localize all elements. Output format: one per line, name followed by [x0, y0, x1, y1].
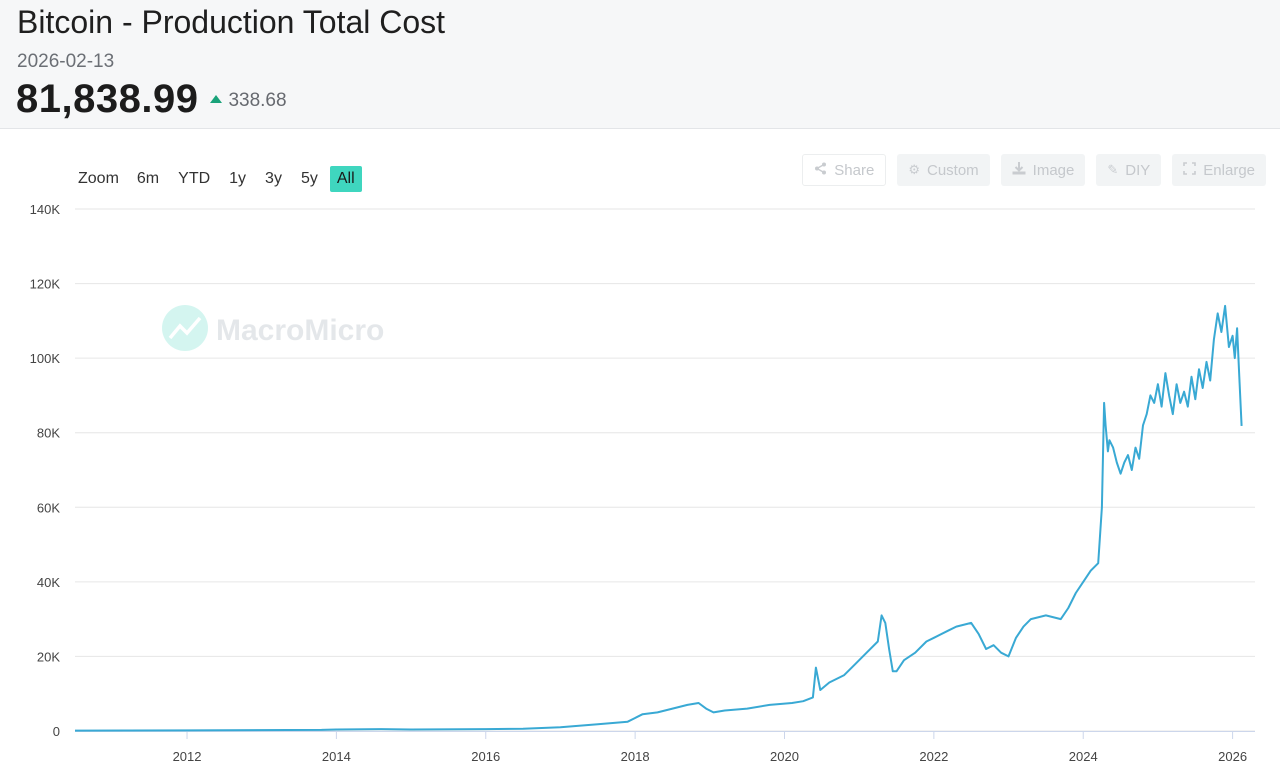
toolbar: Share ⚙ Custom Image ✎ DIY Enlarge [791, 154, 1266, 186]
image-button[interactable]: Image [1000, 154, 1086, 186]
x-tick-label: 2018 [621, 749, 650, 764]
y-axis: 0 20K 40K 60K 80K 100K 120K 140K [30, 202, 61, 739]
y-tick-label: 120K [30, 277, 61, 292]
x-tick-label: 2014 [322, 749, 351, 764]
header: Bitcoin - Production Total Cost 2026-02-… [0, 0, 1280, 129]
grid [75, 208, 1255, 732]
diy-button[interactable]: ✎ DIY [1096, 154, 1162, 186]
y-tick-label: 60K [37, 500, 60, 515]
y-tick-label: 140K [30, 202, 61, 217]
x-tick-label: 2012 [173, 749, 202, 764]
image-label: Image [1032, 161, 1075, 179]
zoom-1y-button[interactable]: 1y [229, 170, 247, 187]
gear-icon: ⚙ [908, 162, 920, 177]
enlarge-label: Enlarge [1203, 161, 1255, 179]
custom-label: Custom [926, 161, 979, 179]
y-tick-label: 0 [53, 724, 60, 739]
diy-label: DIY [1125, 161, 1151, 179]
series-line [74, 304, 1243, 732]
current-value: 81,838.99 [16, 76, 199, 121]
x-axis: 2012 2014 2016 2018 2020 2022 2024 2026 [75, 731, 1255, 764]
zoom-bar: Zoom 6m YTD 1y 3y 5y All [72, 166, 362, 192]
macromicro-logo-icon [162, 305, 208, 351]
page-title: Bitcoin - Production Total Cost [17, 4, 446, 40]
y-tick-label: 100K [30, 351, 61, 366]
logo-mark [168, 316, 202, 340]
share-label: Share [834, 161, 875, 179]
x-tick-label: 2024 [1069, 749, 1098, 764]
change-value: 338.68 [228, 90, 287, 111]
series-group [74, 304, 1243, 732]
value-row: 81,838.99 338.68 [16, 76, 287, 122]
y-tick-label: 40K [37, 575, 60, 590]
zoom-5y-button[interactable]: 5y [300, 170, 318, 187]
date-label: 2026-02-13 [17, 51, 115, 72]
zoom-all-button[interactable]: All [329, 166, 362, 192]
triangle-up-icon [210, 95, 223, 103]
download-icon [1012, 162, 1026, 178]
x-tick-label: 2022 [919, 749, 948, 764]
enlarge-icon [1183, 162, 1197, 178]
pencil-icon: ✎ [1107, 162, 1119, 177]
x-tick-label: 2016 [471, 749, 500, 764]
zoom-3y-button[interactable]: 3y [265, 170, 282, 187]
watermark: MacroMicro [162, 305, 384, 351]
zoom-label: Zoom [78, 170, 119, 187]
x-tick-label: 2026 [1218, 749, 1247, 764]
zoom-ytd-button[interactable]: YTD [178, 170, 211, 187]
zoom-6m-button[interactable]: 6m [136, 170, 160, 187]
enlarge-button[interactable]: Enlarge [1172, 154, 1266, 186]
y-tick-label: 80K [37, 426, 60, 441]
share-icon [814, 162, 827, 178]
x-tick-label: 2020 [770, 749, 799, 764]
share-button[interactable]: Share [802, 154, 887, 186]
y-tick-label: 20K [37, 649, 60, 664]
custom-button[interactable]: ⚙ Custom [897, 154, 990, 186]
watermark-text: MacroMicro [216, 314, 384, 347]
